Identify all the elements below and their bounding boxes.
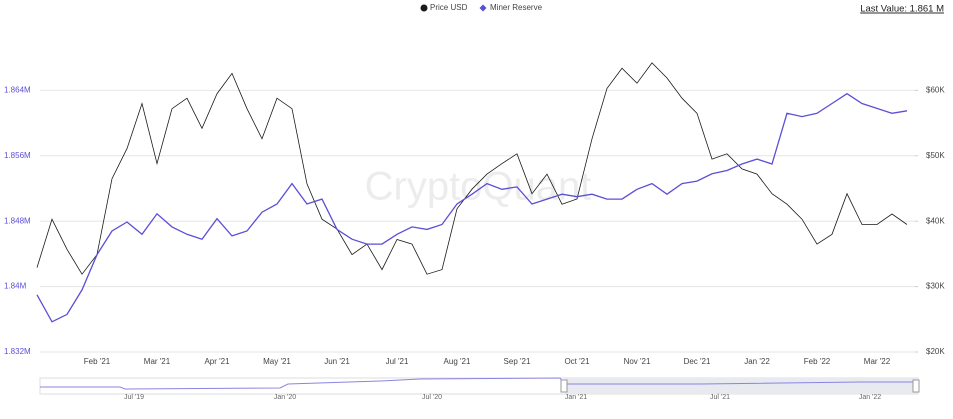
series-line xyxy=(36,92,908,323)
navigator xyxy=(39,377,920,395)
navigator-label: Jan '22 xyxy=(859,394,881,401)
y2-tick-label: $30K xyxy=(926,282,945,291)
x-tick-label: Jul '21 xyxy=(386,357,409,366)
legend-label[interactable]: Miner Reserve xyxy=(490,3,543,12)
x-tick-label: Sep '21 xyxy=(504,357,531,366)
y-tick-label: 1.832M xyxy=(4,347,31,356)
navigator-label: Jul '20 xyxy=(422,394,442,401)
navigator-label: Jul '21 xyxy=(710,394,730,401)
y-tick-label: 1.84M xyxy=(4,282,27,291)
x-tick-label: May '21 xyxy=(263,357,291,366)
navigator-selection xyxy=(565,378,917,394)
y2-tick-label: $20K xyxy=(926,347,945,356)
legend-label[interactable]: Price USD xyxy=(430,3,468,12)
y-tick-label: 1.864M xyxy=(4,86,31,95)
x-tick-label: Jan '22 xyxy=(744,357,770,366)
x-tick-label: Apr '21 xyxy=(204,357,230,366)
x-tick-label: Oct '21 xyxy=(564,357,590,366)
y-tick-label: 1.848M xyxy=(4,216,31,225)
y2-tick-label: $40K xyxy=(926,216,945,225)
navigator-label: Jan '20 xyxy=(274,394,296,401)
navigator-label: Jul '19 xyxy=(124,394,144,401)
x-tick-label: Nov '21 xyxy=(624,357,651,366)
y2-tick-label: $60K xyxy=(926,86,945,95)
x-tick-label: Dec '21 xyxy=(684,357,711,366)
navigator-label: Jan '21 xyxy=(565,394,587,401)
x-tick-label: Mar '21 xyxy=(144,357,171,366)
x-tick-label: Mar '22 xyxy=(864,357,891,366)
y-tick-label: 1.856M xyxy=(4,151,31,160)
x-tick-label: Jun '21 xyxy=(324,357,350,366)
last-value: Last Value: 1.861 M xyxy=(860,4,944,15)
x-tick-label: Aug '21 xyxy=(444,357,471,366)
navigator-line xyxy=(40,377,915,390)
legend-marker xyxy=(479,4,487,12)
x-tick-label: Feb '22 xyxy=(804,357,831,366)
grid xyxy=(40,89,915,353)
y2-tick-label: $50K xyxy=(926,151,945,160)
x-tick-label: Feb '21 xyxy=(84,357,111,366)
series-line xyxy=(36,62,908,275)
legend-marker xyxy=(420,4,428,12)
watermark: CryptoQuant xyxy=(365,165,592,209)
navigator-handle[interactable] xyxy=(560,379,568,393)
navigator-handle[interactable] xyxy=(912,379,920,393)
